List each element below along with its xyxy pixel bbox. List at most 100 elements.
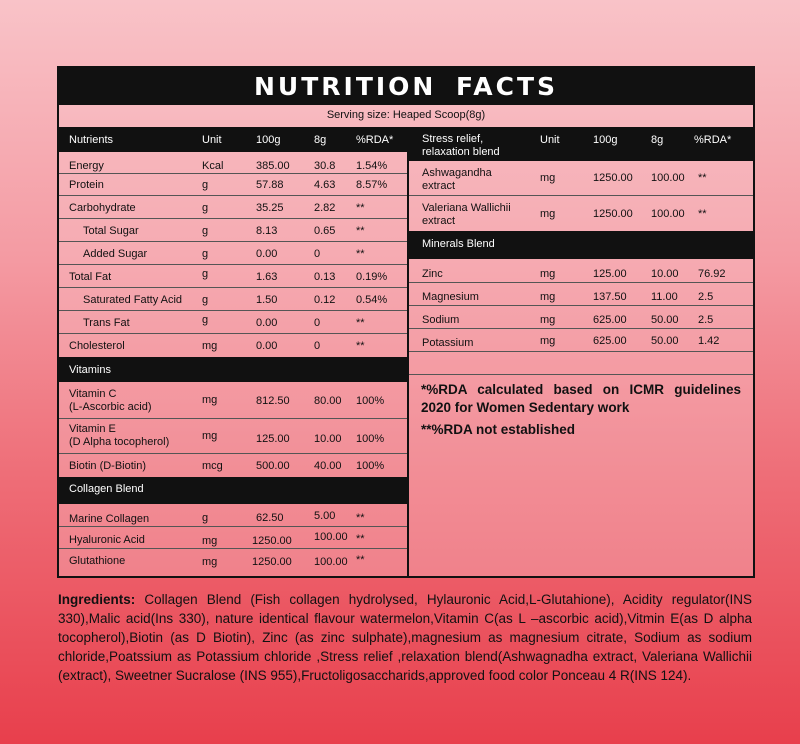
- nutrition-title: NUTRITION FACTS: [59, 68, 753, 105]
- collagen-rda: **: [356, 533, 365, 545]
- nutrient-name: Total Sugar: [83, 225, 139, 237]
- nutrient-unit: mg: [202, 340, 218, 352]
- nutrient-name: Carbohydrate: [69, 202, 136, 214]
- nutrient-100g: 1.50: [256, 294, 278, 306]
- mineral-8g: 11.00: [651, 291, 678, 303]
- col-header-100g: 100g: [256, 134, 281, 146]
- col-header-unit: Unit: [540, 134, 560, 146]
- table-row: Protein g 57.88 4.63 8.57%: [59, 174, 407, 196]
- collagen-name: Marine Collagen: [69, 513, 150, 525]
- blend-unit: mg: [540, 172, 556, 184]
- blend-unit: mg: [540, 208, 556, 220]
- minerals-section-header: Minerals Blend: [409, 231, 753, 259]
- table-row: Trans Fat g 0.00 0 **: [59, 311, 407, 334]
- table-row: Total Sugar g 8.13 0.65 **: [59, 219, 407, 242]
- col-header-stress: Stress relief,: [422, 133, 484, 145]
- vitamin-name: Vitamin C: [69, 388, 117, 400]
- collagen-unit: mg: [202, 556, 218, 568]
- mineral-8g: 50.00: [651, 335, 679, 347]
- mineral-name: Magnesium: [422, 291, 479, 303]
- mineral-100g: 625.00: [593, 335, 627, 347]
- rda-footnote: *%RDA calculated based on ICMR guideline…: [421, 382, 741, 415]
- table-row: Zinc mg 125.00 10.00 76.92: [409, 259, 753, 283]
- collagen-8g: 5.00: [314, 510, 336, 522]
- nutrient-unit: g: [202, 248, 209, 260]
- nutrients-table: Nutrients Unit 100g 8g %RDA* Energy Kcal…: [59, 128, 409, 577]
- table-row: Added Sugar g 0.00 0 **: [59, 242, 407, 265]
- vitamin-100g: 812.50: [256, 395, 290, 407]
- mineral-name: Sodium: [422, 314, 460, 326]
- stress-header-row: Stress relief, relaxation blend Unit 100…: [409, 128, 753, 161]
- mineral-unit: mg: [540, 291, 556, 303]
- vitamin-8g: 40.00: [314, 460, 342, 472]
- collagen-name: Glutathione: [69, 555, 126, 567]
- nutrients-header-row: Nutrients Unit 100g 8g %RDA*: [59, 128, 407, 152]
- blend-name: Valeriana Wallichii: [422, 202, 511, 214]
- col-header-rda: %RDA*: [356, 134, 394, 146]
- mineral-unit: mg: [540, 335, 556, 347]
- blend-subname: extract: [422, 215, 456, 227]
- blends-table: Stress relief, relaxation blend Unit 100…: [409, 128, 753, 577]
- nutrient-100g: 0.00: [256, 340, 278, 352]
- ingredients-label: Ingredients:: [58, 592, 136, 607]
- mineral-100g: 125.00: [593, 268, 627, 280]
- nutrition-facts-panel: NUTRITION FACTS Serving size: Heaped Sco…: [57, 66, 755, 578]
- nutrient-8g: 4.63: [314, 179, 336, 191]
- nutrient-name: Total Fat: [69, 271, 112, 283]
- serving-size: Serving size: Heaped Scoop(8g): [59, 105, 753, 128]
- nutrient-100g: 0.00: [256, 317, 278, 329]
- nutrient-name: Added Sugar: [83, 248, 148, 260]
- table-row: Glutathione mg 1250.00 100.00 **: [59, 549, 407, 571]
- col-header-100g: 100g: [593, 134, 618, 146]
- nutrient-unit: g: [202, 314, 209, 326]
- mineral-name: Zinc: [422, 268, 443, 280]
- mineral-rda: 76.92: [698, 268, 726, 280]
- mineral-8g: 10.00: [651, 268, 679, 280]
- blend-rda: **: [698, 172, 707, 184]
- blend-8g: 100.00: [651, 208, 685, 220]
- nutrient-unit: g: [202, 179, 209, 191]
- vitamins-title: Vitamins: [69, 364, 111, 376]
- table-row: Total Fat g 1.63 0.13 0.19%: [59, 265, 407, 288]
- col-header-8g: 8g: [314, 134, 327, 146]
- mineral-unit: mg: [540, 314, 556, 326]
- ingredients-text: Ingredients: Collagen Blend (Fish collag…: [58, 590, 752, 685]
- vitamin-rda: 100%: [356, 395, 385, 407]
- collagen-rda: **: [356, 512, 365, 524]
- nutrient-8g: 2.82: [314, 202, 336, 214]
- nutrient-unit: g: [202, 202, 209, 214]
- table-row: Cholesterol mg 0.00 0 **: [59, 334, 407, 357]
- table-row: Magnesium mg 137.50 11.00 2.5: [409, 283, 753, 306]
- nutrient-rda: 0.19%: [356, 271, 388, 283]
- table-row: Carbohydrate g 35.25 2.82 **: [59, 196, 407, 219]
- nutrient-rda: **: [356, 225, 365, 237]
- table-row: Energy Kcal 385.00 30.8 1.54%: [59, 152, 407, 174]
- mineral-rda: 2.5: [698, 291, 714, 303]
- nutrient-8g: 0: [314, 340, 321, 352]
- vitamin-unit: mcg: [202, 460, 223, 472]
- nutrient-rda: **: [356, 317, 365, 329]
- blend-subname: extract: [422, 180, 456, 192]
- nutrient-name: Cholesterol: [69, 340, 125, 352]
- mineral-rda: 1.42: [698, 335, 720, 347]
- vitamin-rda: 100%: [356, 460, 385, 472]
- col-header-stress-sub: relaxation blend: [422, 146, 500, 158]
- blend-8g: 100.00: [651, 172, 685, 184]
- vitamin-rda: 100%: [356, 433, 385, 445]
- vitamins-section-header: Vitamins: [59, 357, 407, 382]
- nutrient-8g: 0: [314, 248, 321, 260]
- nutrient-100g: 0.00: [256, 248, 278, 260]
- col-header-8g: 8g: [651, 134, 664, 146]
- nutrient-8g: 0: [314, 317, 321, 329]
- collagen-title: Collagen Blend: [69, 483, 144, 495]
- nutrient-unit: g: [202, 294, 209, 306]
- table-row: Sodium mg 625.00 50.00 2.5: [409, 306, 753, 329]
- nutrient-100g: 35.25: [256, 202, 284, 214]
- col-header-rda: %RDA*: [694, 134, 732, 146]
- nutrient-100g: 385.00: [256, 160, 290, 172]
- collagen-8g: 100.00: [314, 531, 348, 543]
- minerals-title: Minerals Blend: [422, 238, 495, 250]
- nutrient-rda: 8.57%: [356, 179, 388, 191]
- blend-name: Ashwagandha: [422, 167, 492, 179]
- nutrient-name: Energy: [69, 160, 104, 172]
